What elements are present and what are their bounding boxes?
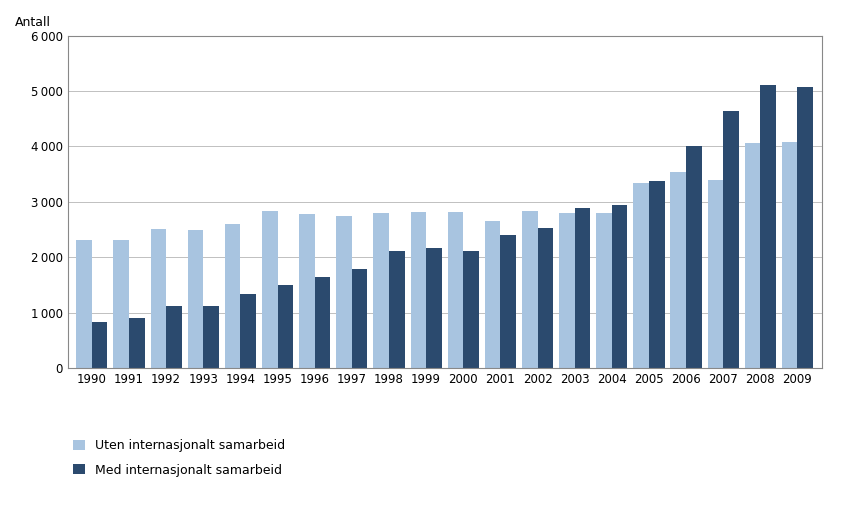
Bar: [574, 208, 590, 368]
Bar: [426, 248, 441, 368]
Bar: [352, 269, 368, 368]
Bar: [484, 221, 501, 368]
Bar: [782, 142, 798, 368]
Bar: [113, 240, 129, 368]
Bar: [129, 318, 145, 368]
Bar: [336, 216, 352, 368]
Bar: [559, 213, 574, 368]
Bar: [538, 228, 553, 368]
Bar: [745, 143, 761, 368]
Bar: [723, 111, 739, 368]
Bar: [448, 212, 463, 368]
Bar: [76, 240, 91, 368]
Bar: [411, 212, 426, 368]
Bar: [501, 235, 516, 368]
Bar: [151, 229, 166, 368]
Legend: Uten internasjonalt samarbeid, Med internasjonalt samarbeid: Uten internasjonalt samarbeid, Med inter…: [68, 434, 291, 481]
Bar: [262, 211, 278, 368]
Bar: [798, 87, 813, 368]
Bar: [224, 224, 241, 368]
Bar: [761, 85, 776, 368]
Bar: [278, 286, 293, 368]
Bar: [315, 276, 330, 368]
Bar: [203, 307, 219, 368]
Bar: [707, 180, 723, 368]
Bar: [522, 211, 538, 368]
Bar: [241, 294, 256, 368]
Bar: [463, 250, 479, 368]
Bar: [91, 322, 108, 368]
Bar: [634, 183, 649, 368]
Bar: [612, 205, 628, 368]
Bar: [686, 146, 701, 368]
Bar: [299, 214, 315, 368]
Text: Antall: Antall: [15, 16, 51, 29]
Bar: [389, 251, 405, 368]
Bar: [188, 229, 203, 368]
Bar: [671, 172, 686, 368]
Bar: [166, 307, 182, 368]
Bar: [649, 181, 665, 368]
Bar: [596, 214, 612, 368]
Bar: [374, 213, 389, 368]
